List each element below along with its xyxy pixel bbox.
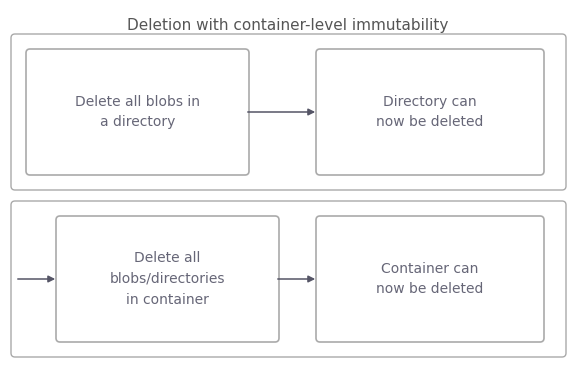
Text: Container can
now be deleted: Container can now be deleted — [376, 262, 484, 296]
Text: Delete all
blobs/directories
in container: Delete all blobs/directories in containe… — [110, 251, 225, 307]
FancyBboxPatch shape — [316, 49, 544, 175]
FancyBboxPatch shape — [56, 216, 279, 342]
FancyBboxPatch shape — [11, 34, 566, 190]
Text: Delete all blobs in
a directory: Delete all blobs in a directory — [75, 95, 200, 129]
FancyBboxPatch shape — [26, 49, 249, 175]
Text: Directory can
now be deleted: Directory can now be deleted — [376, 95, 484, 129]
FancyBboxPatch shape — [316, 216, 544, 342]
FancyBboxPatch shape — [11, 201, 566, 357]
Text: Deletion with container-level immutability: Deletion with container-level immutabili… — [128, 18, 449, 33]
